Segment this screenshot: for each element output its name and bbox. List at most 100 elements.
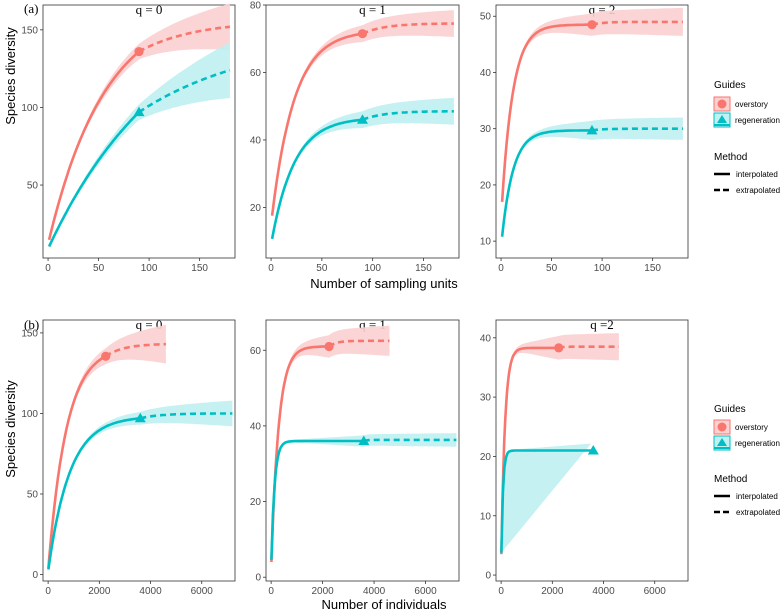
x-tick-label: 100 xyxy=(594,263,611,274)
x-tick-label: 2000 xyxy=(88,586,111,597)
y-tick-label: 40 xyxy=(250,421,262,432)
x-tick-label: 0 xyxy=(498,586,504,597)
y-tick-label: 0 xyxy=(32,570,38,581)
overstory-interpolated-line xyxy=(270,345,329,563)
x-tick-label: 6000 xyxy=(644,586,667,597)
panel-b3: q =2 0 2000 4000 6000 0 10 20 30 40 xyxy=(480,317,689,597)
x-tick-label: 100 xyxy=(141,263,158,274)
regeneration-confidence-band xyxy=(48,400,233,570)
y-tick-label: 100 xyxy=(21,103,38,114)
x-tick-label: 4000 xyxy=(139,586,162,597)
regeneration-interpolated-line xyxy=(47,417,141,570)
panel-frame xyxy=(495,319,689,582)
regeneration-confidence-band xyxy=(501,443,592,553)
y-tick-label: 20 xyxy=(480,180,492,191)
y-tick-label: 40 xyxy=(480,333,492,344)
overstory-extrapolated-line xyxy=(104,342,166,358)
x-tick-label: 0 xyxy=(268,586,274,597)
overstory-extrapolated-line xyxy=(328,339,390,348)
y-tick-label: 50 xyxy=(480,12,492,23)
y-tick-label: 150 xyxy=(21,25,38,36)
panel-frame xyxy=(265,4,460,259)
x-tick-label: 150 xyxy=(415,263,432,274)
panel-title: q = 1 xyxy=(359,2,386,17)
y-tick-label: 30 xyxy=(480,393,492,404)
y-tick-label: 0 xyxy=(255,573,261,584)
panel-frame xyxy=(42,4,236,259)
regeneration-observed-point xyxy=(358,435,370,446)
panel-title: q =2 xyxy=(590,317,614,332)
x-tick-label: 4000 xyxy=(363,586,386,597)
overstory-observed-point xyxy=(101,351,111,361)
regeneration-observed-point xyxy=(134,412,146,423)
regeneration-interpolated-line xyxy=(500,449,594,553)
legend-b: Guides overstory regeneration Method int… xyxy=(713,404,780,517)
regeneration-interpolated-line xyxy=(500,129,592,237)
panel-frame xyxy=(265,319,460,582)
regeneration-interpolated-line xyxy=(47,111,140,248)
overstory-observed-point xyxy=(587,20,597,30)
x-tick-label: 6000 xyxy=(191,586,214,597)
x-tick-label: 50 xyxy=(93,263,105,274)
x-tick-label: 0 xyxy=(45,586,51,597)
panel-a1: q = 0 0 50 100 150 50 100 150 xyxy=(21,2,236,274)
legend-b-overstory-label: overstory xyxy=(735,423,768,432)
overstory-interpolated-line xyxy=(500,346,559,555)
x-tick-label: 2000 xyxy=(311,586,334,597)
legend-b-extrapolated-label: extrapolated xyxy=(736,508,780,517)
regeneration-confidence-band xyxy=(49,42,230,247)
y-tick-label: 20 xyxy=(250,203,262,214)
legend-b-regeneration-label: regeneration xyxy=(735,439,780,448)
legend-regeneration-label: regeneration xyxy=(735,116,780,125)
x-tick-label: 0 xyxy=(268,263,274,274)
y-tick-label: 0 xyxy=(485,571,491,582)
overstory-interpolated-line xyxy=(47,355,107,569)
regeneration-observed-point xyxy=(357,114,368,124)
y-tick-label: 40 xyxy=(480,68,492,79)
panel-a2: q = 1 0 50 100 150 20 40 60 80 xyxy=(250,1,460,274)
y-tick-label: 50 xyxy=(27,490,39,501)
overstory-observed-point xyxy=(324,341,334,352)
regeneration-observed-point xyxy=(587,445,599,455)
regeneration-observed-point xyxy=(586,124,598,135)
y-tick-label: 20 xyxy=(480,452,492,463)
y-tick-label: 20 xyxy=(250,497,262,508)
y-tick-label: 60 xyxy=(250,346,262,357)
overstory-interpolated-line xyxy=(500,23,592,202)
regeneration-extrapolated-line xyxy=(363,438,457,443)
x-tick-label: 50 xyxy=(316,263,328,274)
row-b-label: (b) xyxy=(24,317,39,332)
y-tick-label: 80 xyxy=(250,1,262,12)
x-tick-label: 4000 xyxy=(592,586,615,597)
x-tick-label: 100 xyxy=(364,263,381,274)
x-tick-label: 0 xyxy=(45,263,51,274)
overstory-confidence-band xyxy=(272,10,454,216)
y-tick-label: 30 xyxy=(480,124,492,135)
legend-regeneration-marker xyxy=(717,115,727,123)
overstory-extrapolated-line xyxy=(591,20,683,26)
regeneration-interpolated-line xyxy=(270,439,364,560)
legend-a: Guides overstory regeneration Method int… xyxy=(713,80,780,195)
regeneration-extrapolated-line xyxy=(138,68,231,114)
regeneration-extrapolated-line xyxy=(591,127,683,132)
legend-overstory-marker xyxy=(717,99,727,109)
legend-method-title: Method xyxy=(714,152,747,163)
x-tick-label: 0 xyxy=(498,263,504,274)
legend-b-regeneration-marker xyxy=(717,438,727,446)
overstory-confidence-band xyxy=(48,324,166,569)
y-tick-label: 10 xyxy=(480,511,492,522)
legend-extrapolated-label: extrapolated xyxy=(736,186,780,195)
overstory-extrapolated-line xyxy=(558,345,619,350)
y-tick-label: 150 xyxy=(21,328,38,339)
legend-overstory-label: overstory xyxy=(735,100,768,109)
regeneration-confidence-band xyxy=(502,117,683,237)
row-a-label: (a) xyxy=(24,1,38,16)
panel-frame xyxy=(495,4,689,259)
x-tick-label: 50 xyxy=(546,263,558,274)
regeneration-observed-point xyxy=(133,106,145,117)
x-tick-label: 6000 xyxy=(414,586,437,597)
overstory-confidence-band xyxy=(49,3,230,240)
